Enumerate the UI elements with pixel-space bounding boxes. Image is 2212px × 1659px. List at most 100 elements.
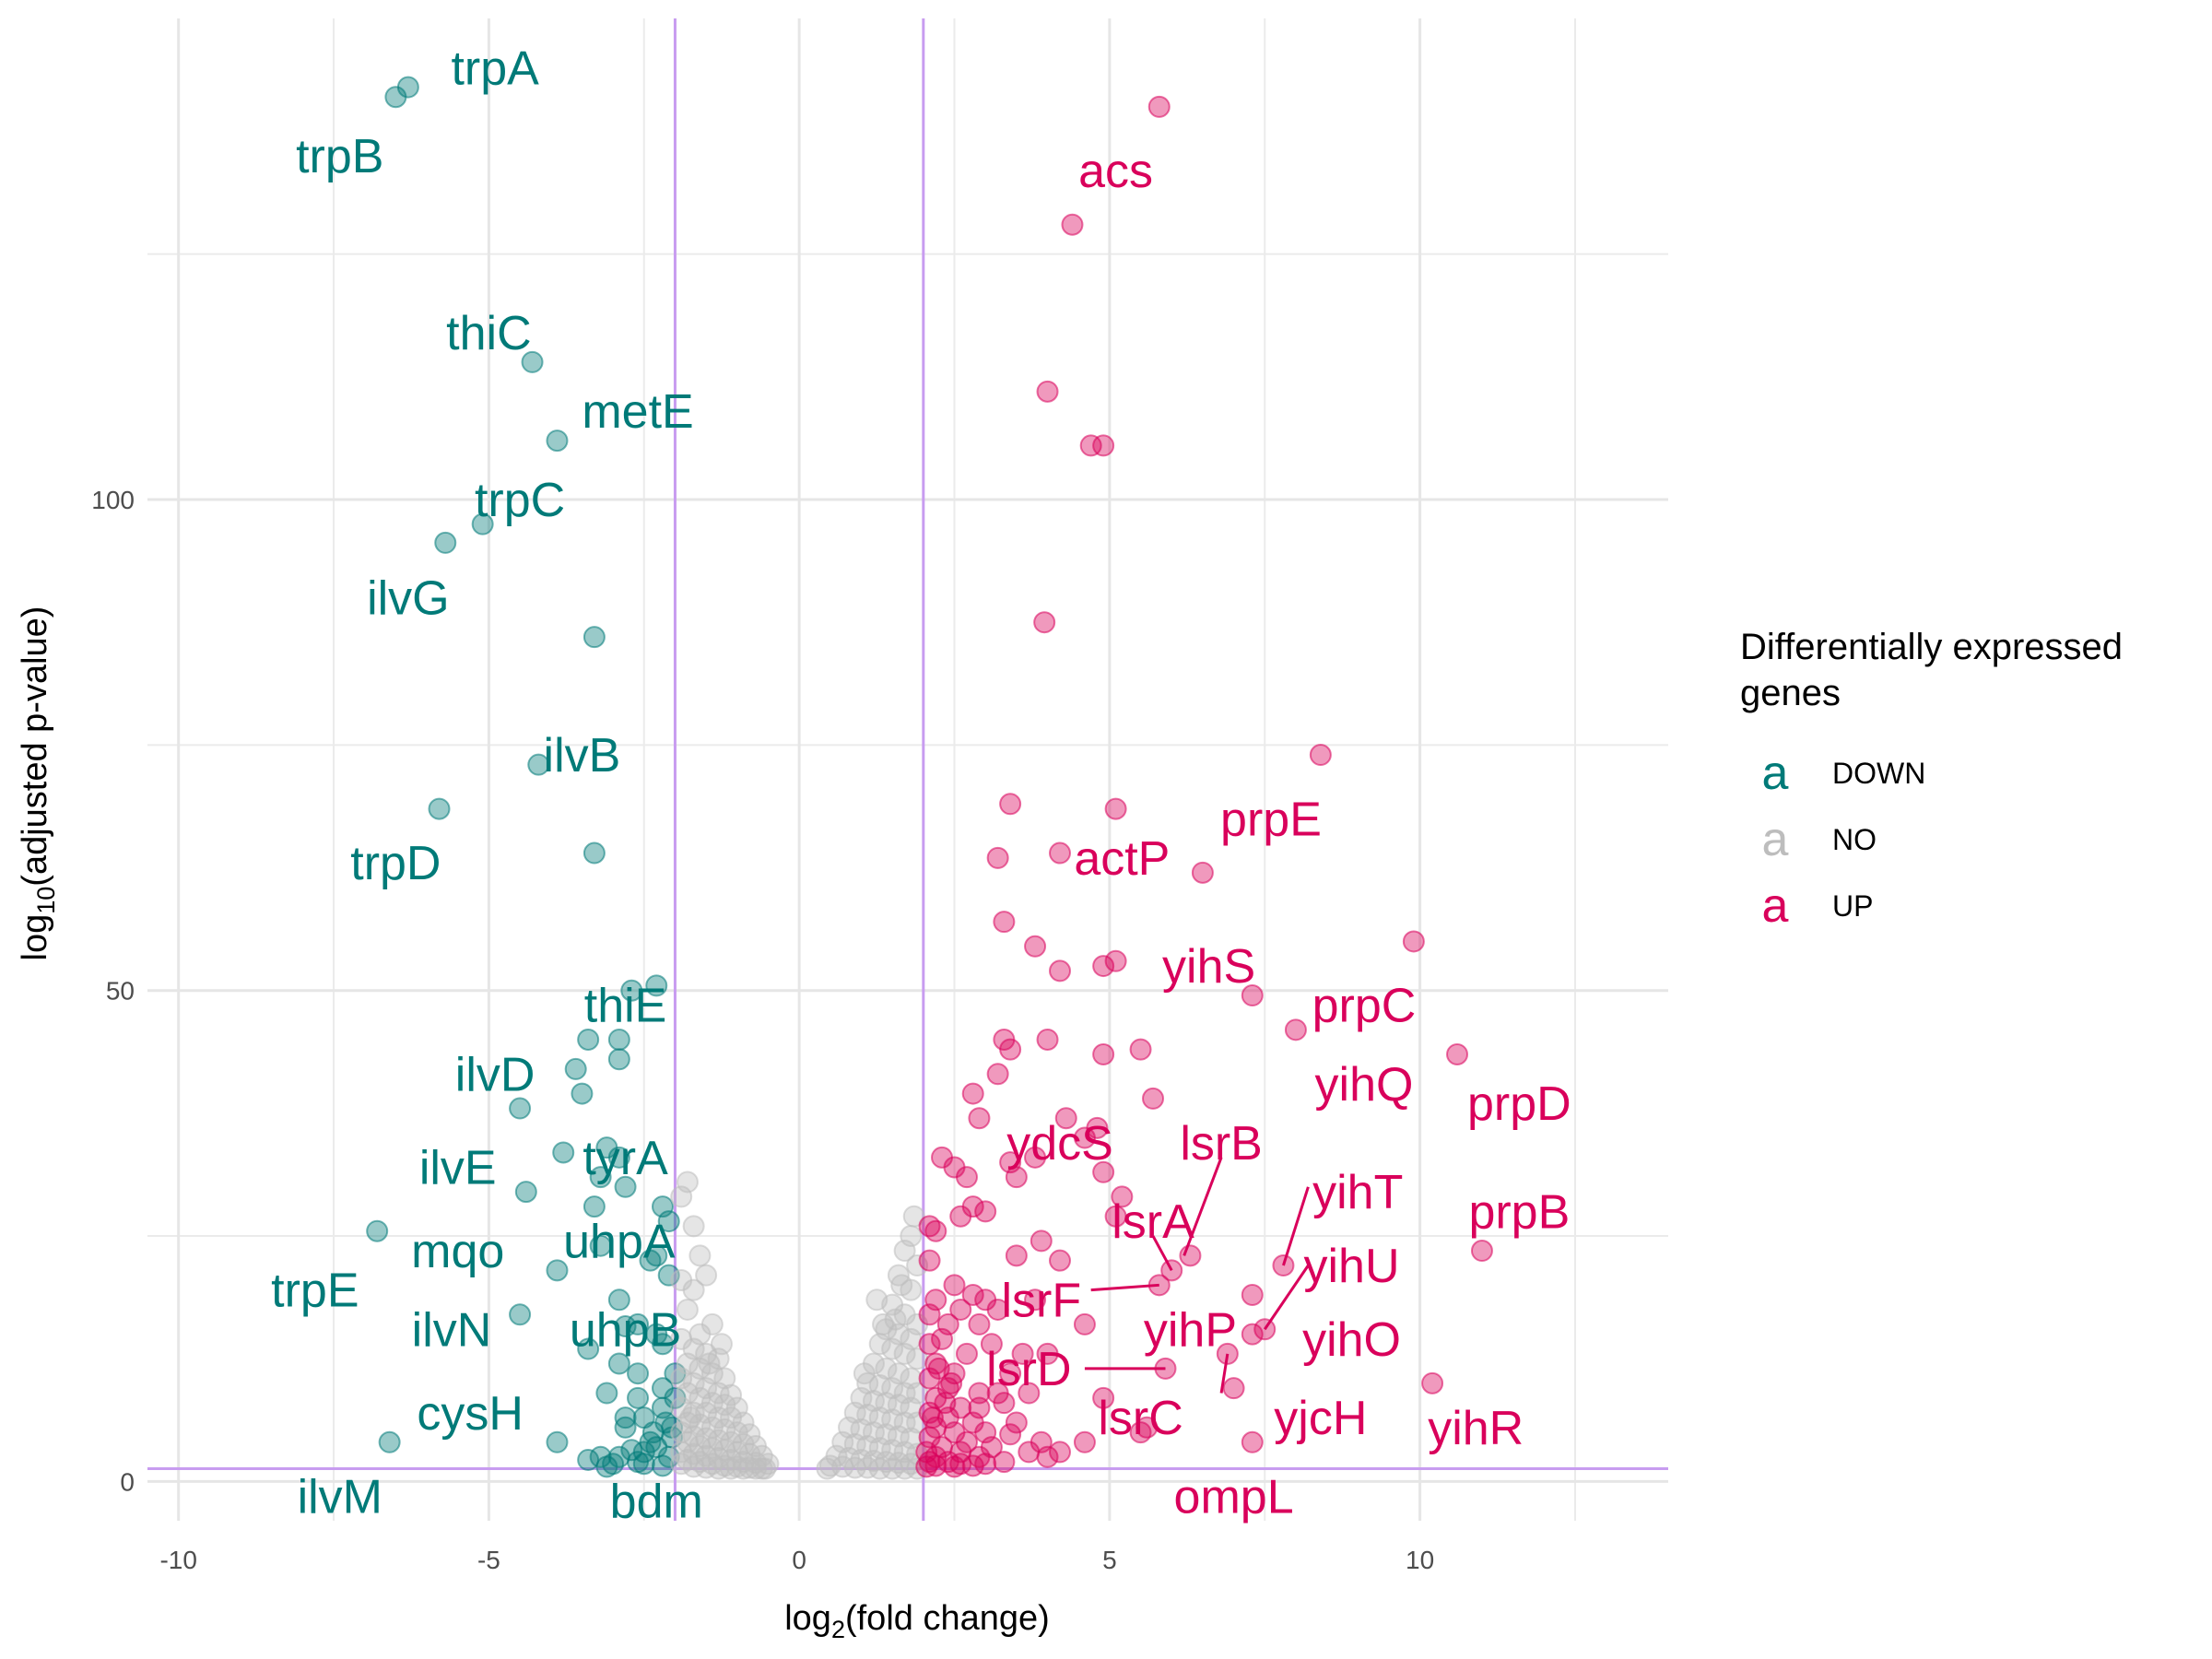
data-point-up [1129, 1038, 1152, 1061]
gene-label: yihR [1428, 1402, 1524, 1455]
data-point-up [1104, 1205, 1127, 1228]
gene-label: ilvN [412, 1303, 492, 1357]
data-point-no [843, 1456, 866, 1479]
data-point-no [890, 1274, 913, 1297]
data-point-up [1092, 434, 1115, 457]
data-point-down [527, 753, 550, 776]
y-axis-title-subscript: 10 [32, 887, 60, 914]
y-tick-label: 50 [106, 977, 135, 1006]
gene-label: trpB [296, 130, 383, 183]
data-point-down [582, 1195, 606, 1218]
gene-label: ilvE [419, 1141, 497, 1194]
gene-label: yihS [1162, 940, 1255, 994]
legend-label-up: UP [1832, 889, 1873, 923]
data-point-no [682, 1215, 705, 1238]
data-point-down [614, 1175, 637, 1198]
data-point-up [1005, 1166, 1028, 1189]
gene-label: yjcH [1274, 1392, 1367, 1445]
gene-label: lsrF [1001, 1274, 1081, 1327]
data-point-no [881, 1457, 904, 1480]
data-point-up [955, 1342, 978, 1365]
data-point-down [614, 1416, 637, 1439]
gene-label: yihT [1312, 1166, 1403, 1219]
gene-label: ilvM [298, 1470, 382, 1524]
data-point-up [1036, 380, 1059, 403]
data-point-no [679, 1406, 702, 1430]
data-point-up [974, 1200, 997, 1223]
label-connector [1151, 1235, 1173, 1272]
x-tick-label: -10 [159, 1546, 196, 1574]
data-point-no [881, 1337, 904, 1360]
data-point-up [927, 1357, 950, 1380]
data-point-down [582, 841, 606, 865]
data-points [366, 76, 1493, 1480]
gene-label: trpD [350, 837, 441, 890]
data-point-up [1049, 1441, 1071, 1464]
data-point-up [955, 1166, 978, 1189]
data-point-up [1024, 1288, 1047, 1312]
label-connector [1090, 1283, 1159, 1292]
data-point-up [1036, 1445, 1059, 1468]
data-point-up [1049, 1249, 1071, 1272]
data-point-down [607, 1352, 630, 1375]
gene-label: acs [1078, 145, 1153, 198]
gene-label: tyrA [582, 1132, 668, 1185]
data-point-up [1024, 935, 1047, 958]
data-point-down [552, 1141, 575, 1164]
data-point-up [1036, 1028, 1059, 1051]
data-point-up [943, 1455, 966, 1478]
data-point-up [1018, 1441, 1041, 1464]
gene-label: yihP [1144, 1303, 1237, 1357]
legend-entries: a DOWN a NO a UP [1762, 747, 1926, 933]
data-point-down [657, 1210, 680, 1233]
legend-key-up: a [1762, 879, 1789, 933]
data-point-down [645, 974, 668, 997]
data-point-up [921, 1406, 944, 1430]
data-point-up [1421, 1371, 1444, 1394]
data-point-up [949, 1205, 972, 1228]
data-point-no [732, 1457, 755, 1480]
data-point-up [1104, 949, 1127, 972]
gene-label: uhpB [570, 1303, 681, 1357]
gene-label: trpC [475, 474, 565, 527]
gene-label: cysH [417, 1387, 524, 1441]
data-point-up [986, 1063, 1009, 1086]
x-tick-label: 5 [1102, 1546, 1117, 1574]
data-point-down [627, 1362, 650, 1385]
gene-label: ilvD [455, 1048, 535, 1101]
data-point-no [893, 1342, 916, 1365]
data-point-up [999, 793, 1022, 816]
data-point-up [918, 1249, 941, 1272]
data-point-down [577, 1028, 600, 1051]
data-point-down [546, 1430, 569, 1453]
label-connector [1264, 1265, 1310, 1331]
x-axis-title-rest: (fold change) [845, 1599, 1050, 1638]
data-point-up [999, 1038, 1022, 1061]
data-point-up [940, 1371, 963, 1394]
data-point-down [577, 1337, 600, 1360]
gene-label: ompL [1174, 1470, 1294, 1524]
legend-label-down: DOWN [1832, 757, 1925, 790]
x-tick-label: -5 [477, 1546, 500, 1574]
x-axis-title: log2(fold change) [784, 1599, 1050, 1643]
data-point-up [1049, 841, 1071, 865]
gene-label: lsrB [1180, 1117, 1263, 1171]
data-point-no [902, 1205, 925, 1228]
data-point-no [872, 1312, 895, 1335]
data-point-down [582, 626, 606, 649]
y-tick-label: 0 [120, 1467, 135, 1496]
data-point-down [546, 1259, 569, 1282]
data-point-up [931, 1327, 954, 1350]
data-point-no [698, 1352, 721, 1375]
data-point-up [961, 1454, 984, 1477]
data-point-up [1402, 930, 1425, 953]
data-point-down [434, 531, 457, 554]
y-axis-title-rest: (adjusted p-value) [16, 606, 54, 887]
gene-label: uhpA [563, 1215, 676, 1268]
data-point-down [366, 1219, 389, 1242]
data-point-up [1073, 1312, 1096, 1335]
data-point-no [884, 1308, 907, 1331]
legend-key-down: a [1762, 747, 1789, 800]
data-point-up [1111, 1185, 1134, 1208]
